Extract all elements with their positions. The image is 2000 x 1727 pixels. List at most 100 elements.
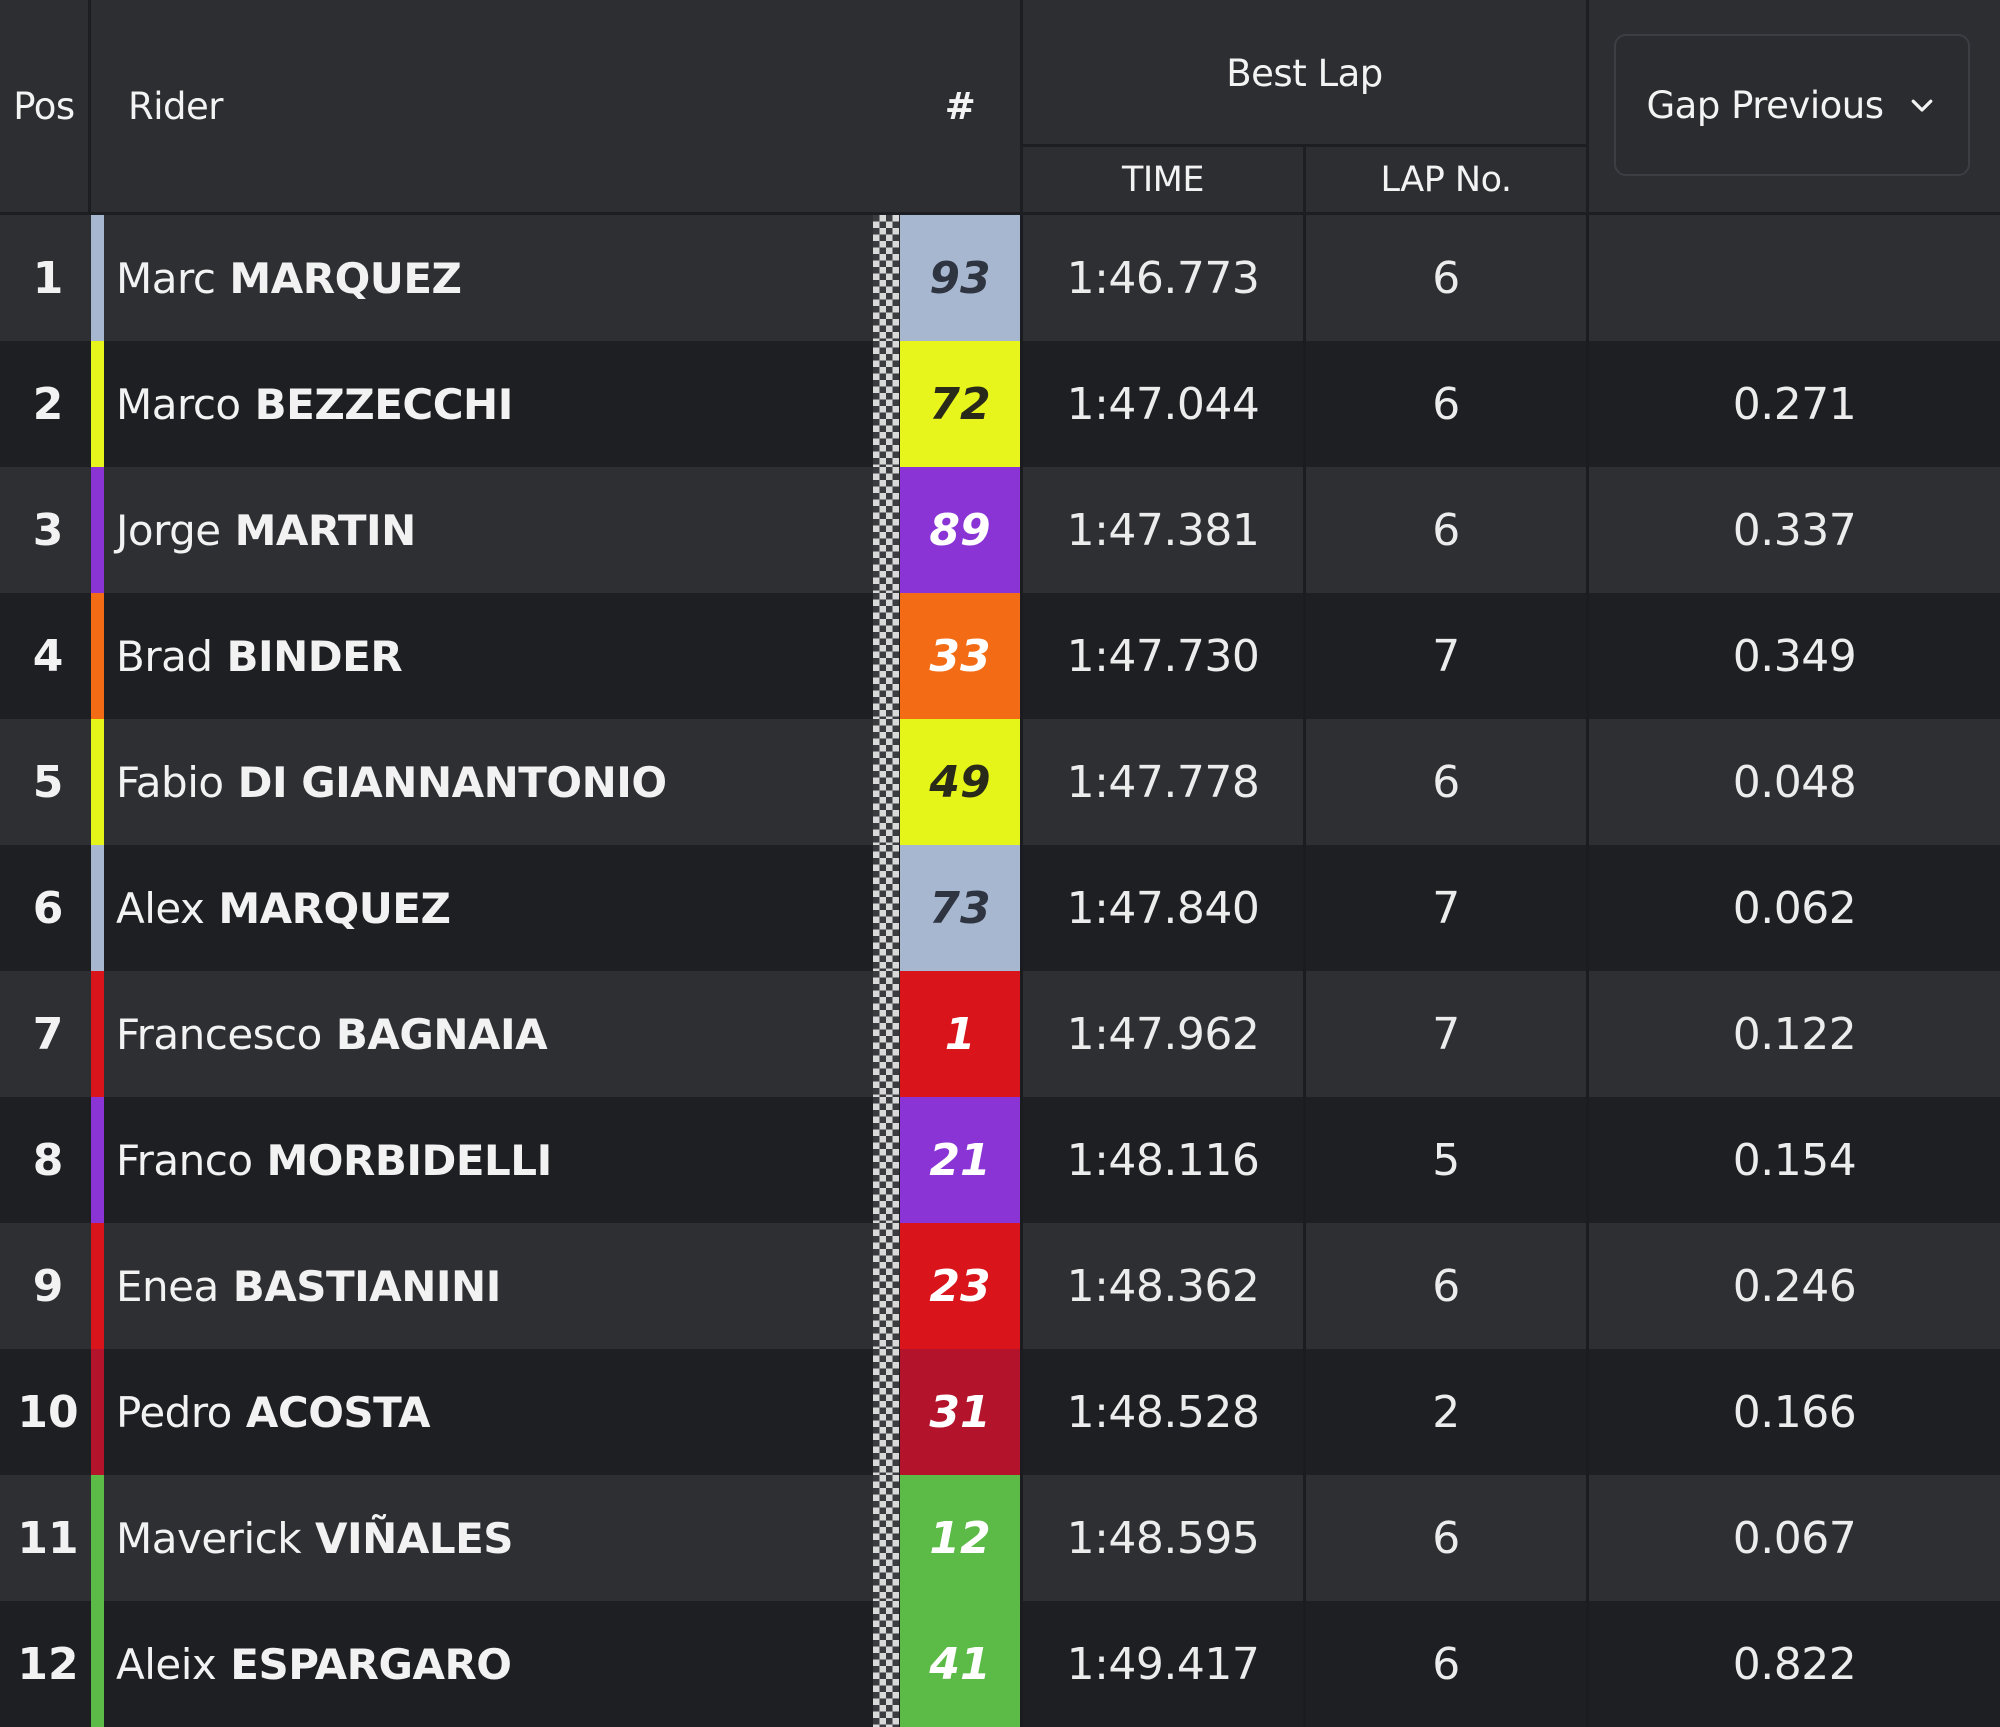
column-divider	[1303, 1223, 1306, 1349]
rider-name: Pedro ACOSTA	[116, 1349, 431, 1475]
rider-number-badge: 31	[900, 1349, 1020, 1475]
best-lap-time: 1:47.730	[1066, 630, 1260, 682]
checkered-flag-icon	[873, 1223, 899, 1349]
best-lap-number: 5	[1432, 1134, 1460, 1186]
column-divider	[1020, 593, 1023, 719]
rider-name: Brad BINDER	[116, 593, 403, 719]
gap-previous: 0.822	[1732, 1638, 1857, 1690]
column-divider	[1020, 1601, 1023, 1727]
column-divider	[1303, 845, 1306, 971]
column-divider	[1586, 1601, 1589, 1727]
position: 8	[32, 1134, 64, 1186]
chevron-down-icon	[1912, 99, 1933, 112]
rider-name: Franco MORBIDELLI	[116, 1097, 552, 1223]
position: 4	[32, 630, 64, 682]
gap-mode-select[interactable]: Gap Previous	[1614, 34, 1970, 176]
column-divider	[1586, 1349, 1589, 1475]
table-row[interactable]: 1 Marc MARQUEZ 93 1:46.773 6	[0, 215, 2000, 341]
position: 2	[32, 378, 64, 430]
gap-previous: 0.271	[1732, 378, 1857, 430]
gap-previous: 0.067	[1732, 1512, 1857, 1564]
rider-first-name: Pedro	[116, 1387, 232, 1437]
table-row[interactable]: 12 Aleix ESPARGARO 41 1:49.417 6 0.822	[0, 1601, 2000, 1727]
gap-previous: 0.246	[1732, 1260, 1857, 1312]
position: 5	[32, 756, 64, 808]
rider-number-badge: 21	[900, 1097, 1020, 1223]
checkered-flag-icon	[873, 845, 899, 971]
table-row[interactable]: 7 Francesco BAGNAIA 1 1:47.962 7 0.122	[0, 971, 2000, 1097]
best-lap-time: 1:48.595	[1066, 1512, 1260, 1564]
table-row[interactable]: 5 Fabio DI GIANNANTONIO 49 1:47.778 6 0.048	[0, 719, 2000, 845]
column-divider	[1303, 1475, 1306, 1601]
header-pos: Pos	[13, 84, 75, 128]
rider-last-name: BEZZECCHI	[254, 379, 514, 429]
column-divider	[1303, 1097, 1306, 1223]
rider-name: Enea BASTIANINI	[116, 1223, 501, 1349]
header-best-lap: Best Lap	[1226, 52, 1383, 95]
rider-name: Marco BEZZECCHI	[116, 341, 513, 467]
column-divider	[1303, 971, 1306, 1097]
checkered-flag-icon	[873, 215, 899, 341]
position: 7	[32, 1008, 64, 1060]
gap-previous: 0.154	[1732, 1134, 1857, 1186]
position: 3	[32, 504, 64, 556]
table-row[interactable]: 6 Alex MARQUEZ 73 1:47.840 7 0.062	[0, 845, 2000, 971]
best-lap-number: 6	[1432, 504, 1460, 556]
team-color-strip	[91, 971, 104, 1097]
rider-first-name: Maverick	[116, 1513, 302, 1563]
column-divider	[1586, 1097, 1589, 1223]
checkered-flag-icon	[873, 1601, 899, 1727]
checkered-flag-icon	[873, 467, 899, 593]
column-divider	[1020, 845, 1023, 971]
column-divider	[1303, 1349, 1306, 1475]
rider-number-badge: 12	[900, 1475, 1020, 1601]
position: 6	[32, 882, 64, 934]
rider-name: Fabio DI GIANNANTONIO	[116, 719, 667, 845]
gap-previous: 0.166	[1732, 1386, 1857, 1438]
column-divider	[1586, 593, 1589, 719]
column-divider	[1020, 1097, 1023, 1223]
best-lap-time: 1:47.840	[1066, 882, 1260, 934]
gap-previous: 0.062	[1732, 882, 1857, 934]
best-lap-time: 1:48.362	[1066, 1260, 1260, 1312]
column-divider	[1586, 845, 1589, 971]
rider-first-name: Alex	[116, 883, 205, 933]
best-lap-time: 1:47.778	[1066, 756, 1260, 808]
rider-number-badge: 49	[900, 719, 1020, 845]
column-divider	[1586, 971, 1589, 1097]
table-row[interactable]: 3 Jorge MARTIN 89 1:47.381 6 0.337	[0, 467, 2000, 593]
checkered-flag-icon	[873, 971, 899, 1097]
table-row[interactable]: 8 Franco MORBIDELLI 21 1:48.116 5 0.154	[0, 1097, 2000, 1223]
team-color-strip	[91, 1223, 104, 1349]
best-lap-number: 6	[1432, 1512, 1460, 1564]
best-lap-time: 1:47.962	[1066, 1008, 1260, 1060]
gap-previous	[1589, 215, 2000, 341]
table-row[interactable]: 9 Enea BASTIANINI 23 1:48.362 6 0.246	[0, 1223, 2000, 1349]
rider-first-name: Marc	[116, 253, 216, 303]
checkered-flag-icon	[873, 719, 899, 845]
column-divider	[1303, 341, 1306, 467]
column-divider	[1303, 1601, 1306, 1727]
column-divider	[1303, 467, 1306, 593]
column-divider	[1020, 971, 1023, 1097]
rider-number-badge: 41	[900, 1601, 1020, 1727]
rider-first-name: Aleix	[116, 1639, 217, 1689]
best-lap-number: 2	[1432, 1386, 1460, 1438]
rider-number-badge: 23	[900, 1223, 1020, 1349]
team-color-strip	[91, 593, 104, 719]
gap-mode-label: Gap Previous	[1646, 83, 1884, 127]
rider-last-name: MARQUEZ	[218, 883, 451, 933]
table-header: Pos Rider # Best Lap TIME LAP No. Gap Pr…	[0, 0, 2000, 212]
rider-last-name: VIÑALES	[315, 1513, 514, 1563]
table-row[interactable]: 11 Maverick VIÑALES 12 1:48.595 6 0.067	[0, 1475, 2000, 1601]
position: 11	[17, 1512, 79, 1564]
best-lap-number: 7	[1432, 882, 1460, 934]
table-row[interactable]: 2 Marco BEZZECCHI 72 1:47.044 6 0.271	[0, 341, 2000, 467]
table-row[interactable]: 4 Brad BINDER 33 1:47.730 7 0.349	[0, 593, 2000, 719]
team-color-strip	[91, 1601, 104, 1727]
checkered-flag-icon	[873, 593, 899, 719]
table-row[interactable]: 10 Pedro ACOSTA 31 1:48.528 2 0.166	[0, 1349, 2000, 1475]
team-color-strip	[91, 845, 104, 971]
rider-name: Jorge MARTIN	[116, 467, 416, 593]
